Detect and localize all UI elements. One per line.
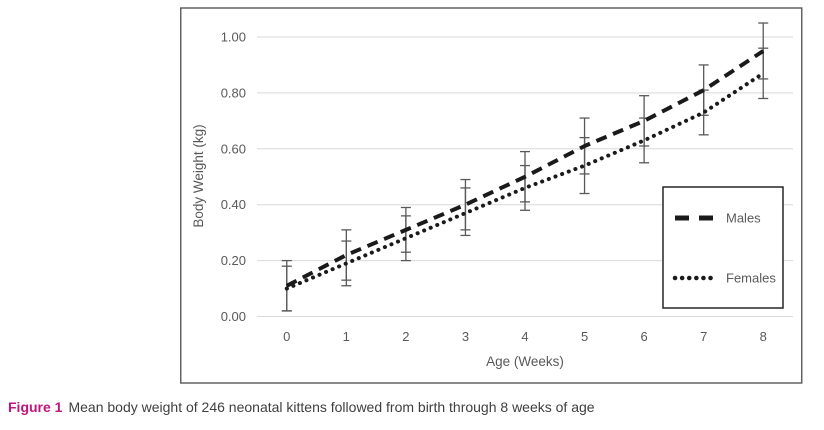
- figure-caption: Figure 1 Mean body weight of 246 neonatal…: [8, 399, 595, 415]
- y-tick-label: 0.00: [221, 309, 246, 324]
- x-tick-label: 7: [700, 329, 707, 344]
- x-tick-label: 4: [521, 329, 528, 344]
- figure-label: Figure 1: [8, 399, 63, 415]
- y-tick-label: 0.60: [221, 141, 246, 156]
- x-tick-label: 3: [462, 329, 469, 344]
- y-axis-labels: 0.00 0.20 0.40 0.60 0.80 1.00: [221, 30, 246, 325]
- legend-box: [662, 186, 784, 309]
- x-axis-labels: 0 1 2 3 4 5 6 7 8: [283, 329, 767, 344]
- x-tick-label: 8: [760, 329, 767, 344]
- x-tick-label: 5: [581, 329, 588, 344]
- figure-caption-text: Mean body weight of 246 neonatal kittens…: [68, 399, 595, 415]
- x-tick-label: 6: [640, 329, 647, 344]
- legend-label-females: Females: [726, 271, 776, 286]
- legend-label-males: Males: [726, 211, 761, 226]
- kitten-weight-chart: 0.00 0.20 0.40 0.60 0.80 1.00 0 1 2 3 4 …: [180, 7, 803, 384]
- x-tick-label: 0: [283, 329, 290, 344]
- x-tick-label: 1: [343, 329, 350, 344]
- x-axis-title: Age (Weeks): [486, 354, 564, 369]
- females-error-bar: [758, 47, 769, 100]
- females-error-bar: [520, 164, 530, 211]
- x-tick-label: 2: [402, 329, 409, 344]
- y-tick-label: 0.20: [221, 253, 246, 268]
- y-tick-label: 1.00: [221, 30, 246, 45]
- y-axis-title: Body Weight (kg): [191, 124, 206, 227]
- y-tick-label: 0.80: [221, 85, 246, 100]
- males-line: [285, 49, 765, 288]
- females-error-bar: [460, 187, 471, 237]
- y-tick-label: 0.40: [221, 197, 246, 212]
- females-line: [284, 71, 766, 291]
- legend: Males Females: [662, 186, 784, 309]
- series-layer: [281, 22, 769, 312]
